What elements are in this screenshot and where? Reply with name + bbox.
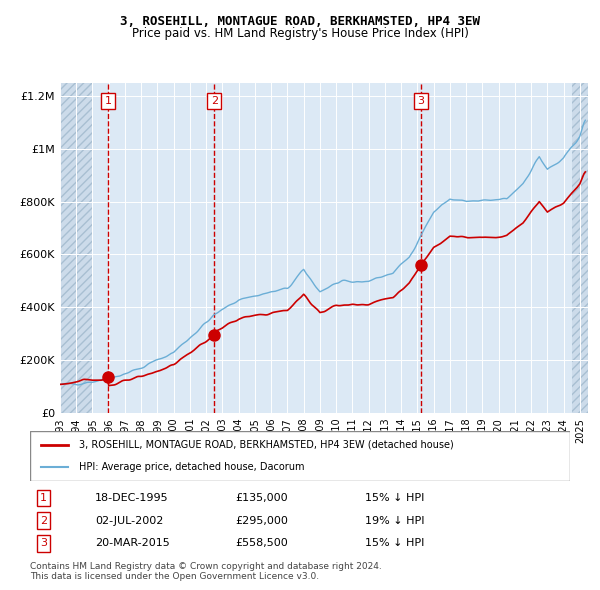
Text: Price paid vs. HM Land Registry's House Price Index (HPI): Price paid vs. HM Land Registry's House … [131, 27, 469, 40]
Text: 3, ROSEHILL, MONTAGUE ROAD, BERKHAMSTED, HP4 3EW (detached house): 3, ROSEHILL, MONTAGUE ROAD, BERKHAMSTED,… [79, 440, 454, 450]
Bar [572, 83, 588, 413]
Text: HPI: Average price, detached house, Dacorum: HPI: Average price, detached house, Daco… [79, 462, 304, 472]
Text: £135,000: £135,000 [235, 493, 288, 503]
Text: 15% ↓ HPI: 15% ↓ HPI [365, 538, 424, 548]
Text: 20-MAR-2015: 20-MAR-2015 [95, 538, 170, 548]
Text: 1: 1 [104, 96, 112, 106]
Text: 18-DEC-1995: 18-DEC-1995 [95, 493, 169, 503]
Text: 3: 3 [40, 538, 47, 548]
Text: 2: 2 [211, 96, 218, 106]
FancyBboxPatch shape [30, 431, 570, 481]
Text: 15% ↓ HPI: 15% ↓ HPI [365, 493, 424, 503]
Text: 3: 3 [418, 96, 424, 106]
Text: £295,000: £295,000 [235, 516, 288, 526]
Text: 19% ↓ HPI: 19% ↓ HPI [365, 516, 424, 526]
Text: 3, ROSEHILL, MONTAGUE ROAD, BERKHAMSTED, HP4 3EW: 3, ROSEHILL, MONTAGUE ROAD, BERKHAMSTED,… [120, 15, 480, 28]
Text: Contains HM Land Registry data © Crown copyright and database right 2024.: Contains HM Land Registry data © Crown c… [30, 562, 382, 571]
Text: This data is licensed under the Open Government Licence v3.0.: This data is licensed under the Open Gov… [30, 572, 319, 581]
Text: 02-JUL-2002: 02-JUL-2002 [95, 516, 163, 526]
Text: 2: 2 [40, 516, 47, 526]
Text: 1: 1 [40, 493, 47, 503]
Text: £558,500: £558,500 [235, 538, 288, 548]
Bar [60, 83, 92, 413]
